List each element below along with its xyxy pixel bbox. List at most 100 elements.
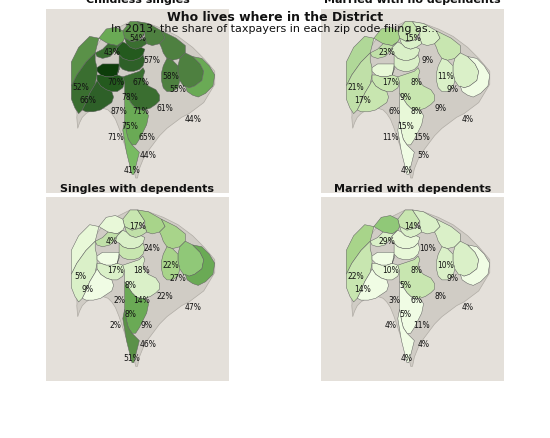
Polygon shape (390, 42, 420, 60)
Polygon shape (394, 55, 420, 71)
Text: 44%: 44% (140, 152, 157, 160)
Text: 15%: 15% (397, 122, 414, 131)
Polygon shape (346, 53, 372, 113)
Text: 24%: 24% (144, 244, 161, 253)
Polygon shape (76, 75, 85, 116)
Text: 8%: 8% (434, 292, 446, 301)
Polygon shape (321, 9, 504, 193)
Polygon shape (77, 210, 214, 366)
Polygon shape (97, 64, 119, 77)
Polygon shape (453, 241, 478, 276)
Polygon shape (372, 64, 394, 77)
Text: 52%: 52% (72, 83, 89, 92)
Text: 15%: 15% (404, 34, 421, 42)
Text: 29%: 29% (378, 237, 395, 246)
Text: 4%: 4% (461, 115, 474, 124)
Polygon shape (97, 254, 125, 280)
Polygon shape (434, 219, 460, 249)
Text: 9%: 9% (82, 285, 94, 293)
Polygon shape (95, 42, 123, 58)
Polygon shape (398, 309, 414, 363)
Polygon shape (394, 243, 420, 260)
Polygon shape (46, 9, 229, 193)
Text: 9%: 9% (447, 85, 459, 94)
Polygon shape (95, 230, 123, 247)
Polygon shape (123, 256, 160, 298)
Text: 8%: 8% (124, 311, 136, 319)
Text: 11%: 11% (437, 72, 454, 81)
Polygon shape (398, 21, 420, 42)
Polygon shape (116, 42, 145, 60)
Polygon shape (374, 27, 400, 46)
Text: 14%: 14% (354, 285, 371, 293)
Polygon shape (178, 241, 204, 276)
Polygon shape (161, 247, 180, 280)
Text: 5%: 5% (399, 281, 411, 290)
Polygon shape (436, 58, 455, 92)
Text: 22%: 22% (162, 261, 179, 270)
Polygon shape (398, 210, 420, 230)
Polygon shape (161, 58, 180, 92)
Text: 4%: 4% (461, 303, 474, 312)
Text: 5%: 5% (74, 272, 86, 281)
Text: 9%: 9% (434, 104, 446, 113)
Polygon shape (178, 53, 204, 88)
Text: 71%: 71% (107, 133, 124, 142)
Polygon shape (99, 215, 125, 234)
Text: 43%: 43% (103, 49, 120, 57)
Polygon shape (400, 93, 424, 145)
Text: 4%: 4% (384, 321, 397, 330)
Text: 46%: 46% (140, 340, 157, 349)
Polygon shape (72, 36, 99, 86)
Polygon shape (82, 269, 114, 300)
Text: 87%: 87% (111, 107, 128, 116)
Text: 51%: 51% (124, 354, 140, 364)
Polygon shape (346, 36, 374, 86)
Polygon shape (400, 38, 422, 49)
Text: 18%: 18% (133, 266, 150, 275)
Polygon shape (72, 241, 97, 302)
Text: 65%: 65% (138, 133, 155, 142)
Polygon shape (97, 66, 125, 92)
Polygon shape (321, 197, 504, 381)
Polygon shape (436, 247, 455, 280)
Text: 14%: 14% (404, 222, 421, 231)
Polygon shape (185, 245, 215, 286)
Text: 8%: 8% (410, 78, 422, 87)
Text: 9%: 9% (447, 274, 459, 283)
Text: Who lives where in the District: Who lives where in the District (167, 11, 383, 24)
Polygon shape (358, 81, 389, 112)
Polygon shape (370, 42, 398, 58)
Text: 27%: 27% (169, 274, 186, 283)
Polygon shape (398, 256, 434, 298)
Text: 5%: 5% (417, 152, 430, 160)
Polygon shape (72, 53, 97, 113)
Polygon shape (372, 66, 400, 92)
Text: 8%: 8% (410, 266, 422, 275)
Text: 17%: 17% (382, 78, 399, 87)
Text: 10%: 10% (437, 261, 454, 270)
Polygon shape (138, 210, 165, 234)
Polygon shape (97, 252, 119, 265)
Polygon shape (116, 230, 145, 249)
Text: 9%: 9% (141, 321, 153, 330)
Title: Married with dependents: Married with dependents (334, 184, 491, 194)
Text: 8%: 8% (124, 281, 136, 290)
Polygon shape (125, 93, 148, 145)
Polygon shape (46, 197, 229, 381)
Polygon shape (400, 226, 422, 237)
Text: 11%: 11% (414, 321, 430, 330)
Polygon shape (160, 219, 185, 249)
Text: 71%: 71% (133, 107, 150, 116)
Text: 3%: 3% (388, 296, 400, 304)
Text: 15%: 15% (413, 133, 430, 142)
Polygon shape (119, 55, 145, 71)
Polygon shape (123, 67, 160, 110)
Polygon shape (138, 21, 165, 46)
Polygon shape (352, 21, 490, 178)
Polygon shape (352, 210, 490, 366)
Title: Childless singles: Childless singles (86, 0, 189, 5)
Text: 6%: 6% (410, 296, 422, 304)
Text: 10%: 10% (419, 244, 436, 253)
Title: Singles with dependents: Singles with dependents (60, 184, 215, 194)
